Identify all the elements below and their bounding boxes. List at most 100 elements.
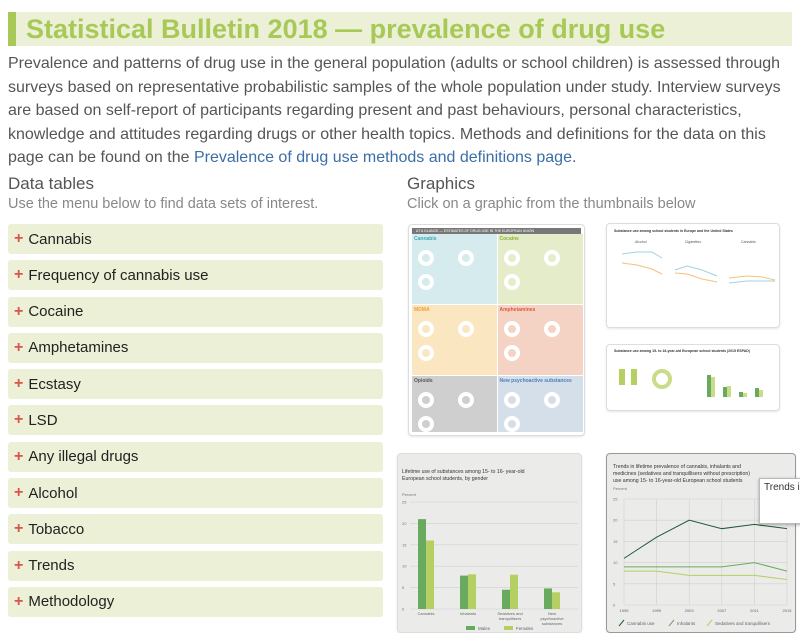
- series-line-0: [623, 519, 788, 559]
- methods-link[interactable]: Prevalence of drug use methods and defin…: [193, 149, 572, 166]
- intro-end: .: [571, 149, 577, 166]
- thumbnail-infographic[interactable]: AT A GLANCE — ESTIMATES OF DRUG USE IN T…: [408, 224, 585, 436]
- infographic-tiles: Cannabis Cocaine MDMA Amphetamines Opioids Ne…: [412, 234, 583, 432]
- menu-item-alcohol[interactable]: + Alcohol: [8, 478, 383, 509]
- x-tick-label: Inhalants: [460, 611, 476, 616]
- x-tick-label: psychoactive: [540, 616, 564, 621]
- x-tick-label: Cannabis: [418, 611, 435, 616]
- plus-icon: +: [14, 411, 24, 429]
- plus-icon: +: [14, 520, 24, 538]
- menu-item-cannabis[interactable]: + Cannabis: [8, 224, 383, 254]
- thumb-bar: [711, 377, 715, 397]
- thumb-line: [674, 265, 718, 277]
- tooltip: Trends in lifetime prevalence of cannabi…: [759, 478, 800, 524]
- x-tick-label: 1999: [652, 608, 662, 613]
- thumb-line: [621, 262, 663, 275]
- x-tick-label: Sedatives and: [497, 611, 522, 616]
- thumb-line-svg: Alcohol Cigarettes Cannabis: [621, 240, 776, 284]
- legend-label: Males: [478, 626, 491, 631]
- thumb-bar: [743, 393, 747, 397]
- tile-title: Opioids: [414, 378, 433, 384]
- plus-icon: +: [14, 230, 24, 247]
- legend-label: Inhalants: [677, 621, 696, 626]
- tile-title: New psychoactive substances: [499, 378, 572, 384]
- thumb-bar: [759, 390, 763, 397]
- data-tables-heading: Data tables: [8, 174, 94, 193]
- panel-label: Alcohol: [635, 240, 647, 244]
- chart-title: use among 15- to 16-year-old European sc…: [613, 478, 743, 484]
- y-tick-label: 15: [402, 542, 407, 547]
- y-tick-label: 20: [613, 518, 618, 523]
- menu-item-ecstasy[interactable]: + Ecstasy: [8, 369, 383, 400]
- x-tick-label: New: [548, 611, 556, 616]
- thumbnail-espad-chart[interactable]: Substance use among 15- to 16-year-old E…: [606, 344, 780, 411]
- x-tick-label: tranquillisers: [499, 616, 521, 621]
- menu-item-methodology[interactable]: + Methodology: [8, 586, 383, 617]
- menu-item-label: Amphetamines: [28, 339, 129, 357]
- chart-title: Lifetime use of substances among 15- to …: [402, 469, 525, 475]
- tile-donuts: [418, 250, 474, 290]
- x-tick-label: 2003: [685, 608, 695, 613]
- menu-item-cocaine[interactable]: + Cocaine: [8, 296, 383, 327]
- plus-icon: +: [14, 447, 24, 465]
- bar-chart: Lifetime use of substances among 15- to …: [402, 469, 578, 631]
- bar-females: [510, 574, 518, 609]
- menu-item-frequency-of-cannabis-use[interactable]: + Frequency of cannabis use: [8, 260, 383, 291]
- thumbnail-bar-chart[interactable]: Lifetime use of substances among 15- to …: [397, 453, 582, 633]
- graphics-subtitle: Click on a graphic from the thumbnails b…: [407, 196, 696, 212]
- series-line-2: [624, 570, 788, 581]
- menu-item-label: Methodology: [28, 593, 115, 611]
- menu-item-label: LSD: [28, 411, 58, 429]
- menu-item-trends[interactable]: + Trends: [8, 550, 383, 581]
- tile-title: Cannabis: [414, 236, 437, 242]
- thumb-bar: [755, 388, 759, 397]
- menu-item-tobacco[interactable]: + Tobacco: [8, 514, 383, 545]
- legend-swatch: [668, 619, 675, 627]
- y-tick-label: 0: [613, 603, 616, 608]
- y-axis-label: Percent: [613, 486, 628, 491]
- x-tick-label: 2007: [717, 608, 727, 613]
- y-tick-label: 5: [613, 581, 616, 586]
- menu-item-any-illegal-drugs[interactable]: + Any illegal drugs: [8, 441, 383, 472]
- x-tick-label: 2011: [750, 608, 759, 613]
- tile-donuts: [503, 250, 560, 290]
- thumb-espad-svg: [619, 369, 763, 397]
- thumb-line-title: Substance use among school students in E…: [614, 229, 733, 233]
- menu-item-amphetamines[interactable]: + Amphetamines: [8, 332, 383, 363]
- thumbnail-line-chart[interactable]: Substance use among school students in E…: [606, 223, 780, 328]
- chart-title: medicines (sedatives and tranquillisers …: [613, 471, 750, 477]
- x-tick-label: 2015: [783, 608, 793, 613]
- plus-icon: +: [14, 592, 24, 610]
- infographic-tile: Cannabis: [412, 234, 497, 304]
- y-tick-label: 25: [613, 497, 618, 502]
- chart-title: European school students, by gender: [402, 476, 488, 482]
- y-tick-label: 10: [613, 560, 618, 565]
- tile-title: Amphetamines: [499, 307, 536, 313]
- x-tick-label: substances: [542, 621, 562, 626]
- infographic-tile: New psychoactive substances: [497, 376, 583, 432]
- legend-label: Cannabis use: [627, 621, 655, 626]
- data-tables-menu: + Cannabis + Frequency of cannabis use + Coca…: [8, 224, 383, 623]
- graphics-heading: Graphics: [407, 174, 476, 193]
- bar-females: [468, 574, 476, 609]
- thumb-bar: [739, 392, 743, 397]
- tile-title: MDMA: [414, 307, 430, 313]
- thumb-line: [728, 275, 776, 281]
- bar-females: [426, 540, 434, 609]
- menu-item-label: Alcohol: [28, 484, 78, 502]
- infographic-tile: MDMA: [412, 305, 497, 375]
- menu-item-label: Trends: [28, 557, 75, 575]
- plus-icon: +: [14, 484, 24, 502]
- intro-paragraph: Prevalence and patterns of drug use in t…: [8, 52, 793, 170]
- page-title-bar: Statistical Bulletin 2018 — prevalence o…: [8, 12, 792, 46]
- legend-swatch: [706, 619, 713, 627]
- legend-label: Females: [516, 626, 534, 631]
- menu-item-label: Tobacco: [28, 520, 85, 538]
- panel-label: Cigarettes: [685, 240, 701, 244]
- infographic-tile: Cocaine: [497, 234, 583, 304]
- infographic-tile: Opioids: [412, 376, 497, 432]
- menu-item-label: Cannabis: [28, 230, 92, 248]
- data-tables-subtitle: Use the menu below to find data sets of …: [8, 196, 319, 212]
- thumb-bar: [707, 375, 711, 397]
- menu-item-lsd[interactable]: + LSD: [8, 405, 383, 436]
